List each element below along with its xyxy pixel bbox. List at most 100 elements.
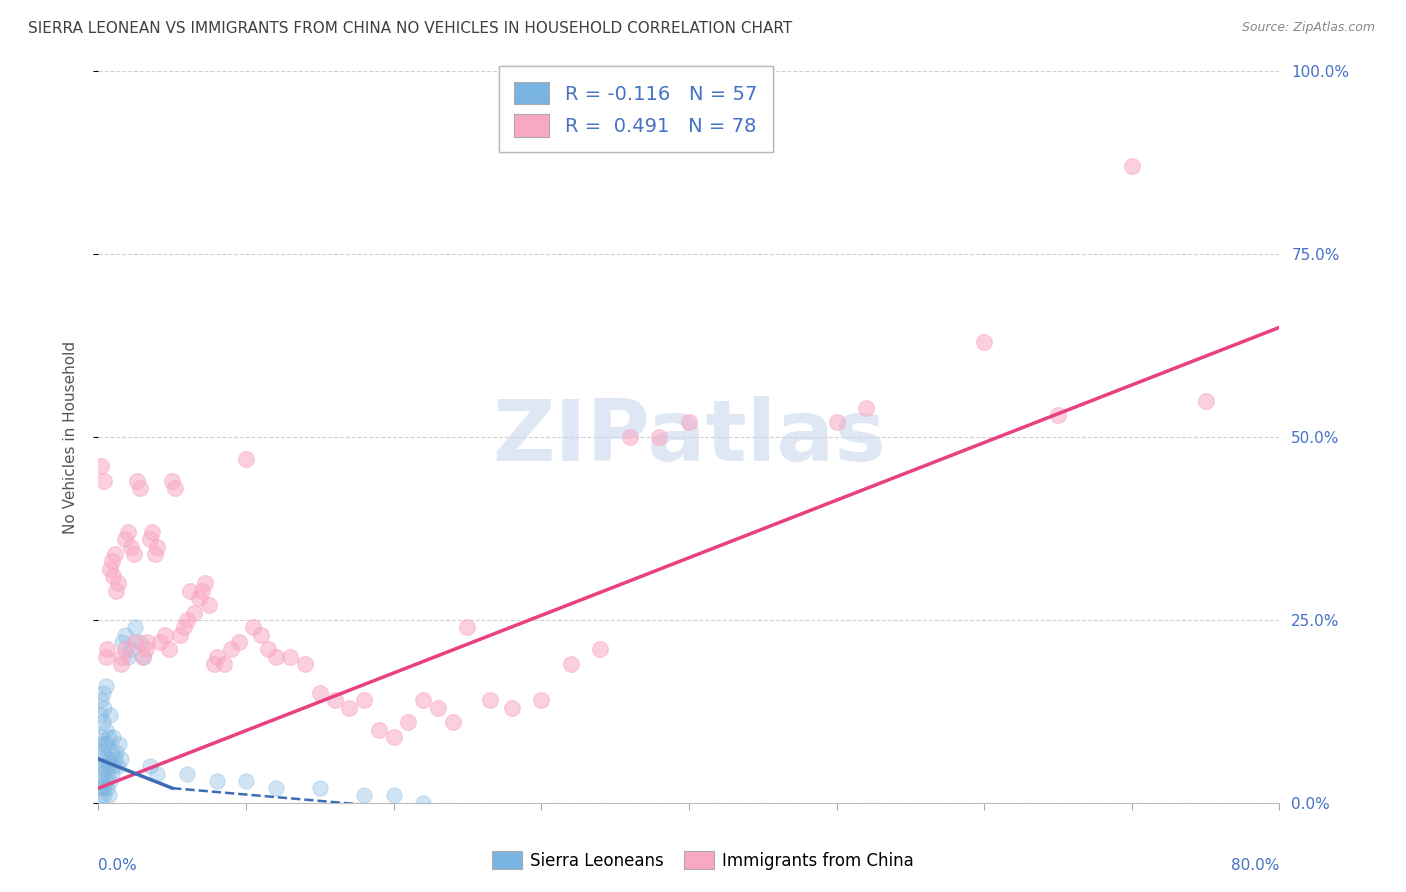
Point <box>139 759 162 773</box>
Point <box>110 657 132 671</box>
Point <box>124 620 146 634</box>
Point <box>93 474 115 488</box>
Point <box>412 693 434 707</box>
Point <box>157 642 180 657</box>
Point <box>264 649 287 664</box>
Point <box>398 715 420 730</box>
Point <box>353 693 375 707</box>
Point <box>93 789 115 803</box>
Point <box>176 613 198 627</box>
Point <box>619 430 641 444</box>
Point <box>589 642 612 657</box>
Point <box>114 642 136 657</box>
Point <box>93 737 115 751</box>
Point <box>162 474 183 488</box>
Point <box>235 452 257 467</box>
Point <box>183 606 205 620</box>
Point <box>93 759 115 773</box>
Point <box>128 481 150 495</box>
Point <box>382 730 405 744</box>
Text: SIERRA LEONEAN VS IMMIGRANTS FROM CHINA NO VEHICLES IN HOUSEHOLD CORRELATION CHA: SIERRA LEONEAN VS IMMIGRANTS FROM CHINA … <box>28 21 793 36</box>
Point <box>530 693 553 707</box>
Point <box>198 599 221 613</box>
Point <box>309 686 332 700</box>
Point <box>825 416 848 430</box>
Point <box>264 781 287 796</box>
Point <box>90 752 112 766</box>
Point <box>105 583 128 598</box>
Point <box>89 737 111 751</box>
Point <box>91 686 114 700</box>
Point <box>169 627 191 641</box>
Point <box>91 745 114 759</box>
Point <box>173 620 195 634</box>
Point <box>98 752 121 766</box>
Point <box>309 781 332 796</box>
Point <box>353 789 375 803</box>
Point <box>97 789 120 803</box>
Point <box>97 759 120 773</box>
Point <box>441 715 464 730</box>
Point <box>1046 408 1070 422</box>
Text: Source: ZipAtlas.com: Source: ZipAtlas.com <box>1241 21 1375 34</box>
Point <box>294 657 316 671</box>
Point <box>94 752 117 766</box>
Point <box>242 620 264 634</box>
Point <box>187 591 209 605</box>
Text: 80.0%: 80.0% <box>1232 858 1279 872</box>
Point <box>90 693 112 707</box>
Point <box>100 766 122 780</box>
Point <box>176 766 198 780</box>
Point <box>110 752 132 766</box>
Point <box>855 401 877 415</box>
Point <box>91 781 114 796</box>
Point <box>89 781 111 796</box>
Point <box>250 627 273 641</box>
Point <box>98 773 121 788</box>
Point <box>90 789 112 803</box>
Point <box>107 759 129 773</box>
Point <box>89 759 111 773</box>
Point <box>105 745 128 759</box>
Point <box>228 635 250 649</box>
Point <box>457 620 479 634</box>
Point <box>146 766 169 780</box>
Point <box>103 569 125 583</box>
Point <box>323 693 346 707</box>
Point <box>202 657 225 671</box>
Point <box>339 700 361 714</box>
Point <box>368 723 391 737</box>
Point <box>108 737 131 751</box>
Point <box>146 540 169 554</box>
Point <box>139 533 162 547</box>
Legend: R = -0.116   N = 57, R =  0.491   N = 78: R = -0.116 N = 57, R = 0.491 N = 78 <box>499 66 773 153</box>
Point <box>114 627 136 641</box>
Point <box>382 789 405 803</box>
Point <box>153 627 176 641</box>
Point <box>98 562 121 576</box>
Point <box>117 525 139 540</box>
Point <box>96 642 118 657</box>
Point <box>136 635 159 649</box>
Point <box>1121 160 1143 174</box>
Point <box>143 547 166 561</box>
Point <box>96 766 118 780</box>
Point <box>111 635 134 649</box>
Point <box>100 554 122 568</box>
Point <box>94 649 117 664</box>
Point <box>90 773 112 788</box>
Point <box>89 708 111 723</box>
Point <box>125 474 148 488</box>
Point <box>560 657 582 671</box>
Point <box>93 700 115 714</box>
Point <box>91 766 114 780</box>
Point <box>117 649 139 664</box>
Point <box>280 649 302 664</box>
Point <box>194 576 217 591</box>
Legend: Sierra Leoneans, Immigrants from China: Sierra Leoneans, Immigrants from China <box>485 845 921 877</box>
Point <box>179 583 201 598</box>
Point <box>412 796 434 810</box>
Point <box>90 730 112 744</box>
Point <box>165 481 187 495</box>
Point <box>100 745 122 759</box>
